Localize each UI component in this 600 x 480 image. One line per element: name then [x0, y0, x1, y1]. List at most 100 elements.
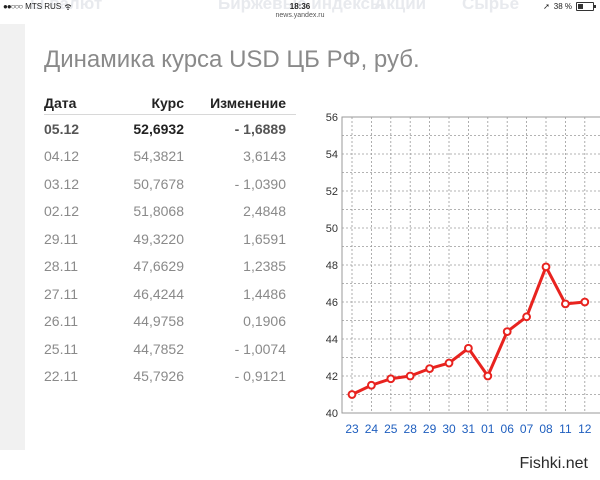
wifi-icon [64, 3, 72, 10]
watermark: Fishki.net [519, 455, 588, 472]
x-tick-label: 24 [365, 422, 379, 436]
x-tick-label: 29 [423, 422, 437, 436]
cell-change: - 1,0074 [234, 340, 286, 357]
column-header-rate: Курс [108, 92, 190, 115]
x-tick-label: 30 [442, 422, 456, 436]
column-header-change: Изменение [190, 92, 296, 115]
table-row: 26.11 44,9758 0,1906 [44, 308, 296, 336]
clock: 18:36 [289, 2, 311, 11]
ghost-tab-3: Акции [374, 0, 427, 13]
cell-date: 05.12 [44, 120, 80, 137]
y-tick-label: 46 [326, 297, 338, 309]
table-row: 05.12 52,6932 - 1,6889 [44, 115, 296, 143]
x-tick-label: 01 [481, 422, 495, 436]
cell-rate: 45,7926 [133, 368, 184, 385]
rates-table: Дата Курс Изменение 05.12 52,6932 - 1,6889… [44, 92, 296, 390]
y-tick-label: 54 [326, 149, 338, 161]
cell-date: 04.12 [44, 148, 80, 165]
cell-rate: 54,3821 [133, 148, 184, 165]
data-point [347, 390, 357, 399]
page-url[interactable]: news.yandex.ru [275, 12, 325, 19]
cell-date: 26.11 [44, 313, 78, 330]
x-tick-label: 06 [501, 422, 515, 436]
y-tick-label: 48 [326, 260, 338, 272]
cell-date: 29.11 [44, 230, 78, 247]
cell-rate: 50,7678 [133, 175, 184, 192]
x-tick-label: 08 [539, 422, 553, 436]
cell-change: 0,1906 [243, 313, 286, 330]
table-body: 05.12 52,6932 - 1,6889 04.12 54,3821 3,6143 03… [44, 115, 296, 391]
data-point [444, 358, 454, 368]
ghost-tab-1: ы валют [30, 0, 103, 13]
background-tabs: ы валют Биржевые индексы Акции Сырье [0, 0, 600, 24]
data-point [502, 327, 512, 337]
data-point [464, 343, 473, 353]
x-tick-label: 31 [462, 422, 476, 436]
cell-rate: 47,6629 [133, 258, 184, 275]
battery-info: ➚ 38 % [543, 2, 596, 11]
cell-date: 25.11 [44, 340, 78, 357]
cell-date: 02.12 [44, 203, 80, 220]
cell-change: - 1,6889 [234, 120, 286, 137]
x-tick-label: 11 [559, 422, 572, 436]
x-tick-label: 07 [520, 422, 534, 436]
cell-rate: 46,4244 [133, 285, 184, 302]
x-tick-label: 28 [404, 422, 418, 436]
table-row: 03.12 50,7678 - 1,0390 [44, 170, 296, 198]
cell-date: 27.11 [44, 285, 78, 302]
table-header-row: Дата Курс Изменение [44, 92, 296, 115]
table-row: 22.11 45,7926 - 0,9121 [44, 363, 296, 391]
cell-date: 28.11 [44, 258, 78, 275]
x-tick-label: 23 [345, 422, 359, 436]
cell-change: - 0,9121 [234, 368, 286, 385]
cell-change: 1,4486 [243, 285, 286, 302]
data-point [425, 364, 435, 374]
footer-bar [0, 450, 600, 480]
table-row: 28.11 47,6629 1,2385 [44, 253, 296, 281]
data-point [561, 299, 570, 309]
page-title: Динамика курса USD ЦБ РФ, руб. [44, 46, 420, 73]
table-row: 25.11 44,7852 - 1,0074 [44, 335, 296, 363]
cell-date: 03.12 [44, 175, 80, 192]
cell-change: - 1,0390 [234, 175, 286, 192]
cell-rate: 51,8068 [133, 203, 184, 220]
y-tick-label: 56 [326, 112, 338, 124]
battery-icon [576, 2, 596, 11]
carrier-info: ●●○○○ MTS RUS [3, 2, 72, 11]
battery-percent: 38 % [553, 2, 572, 11]
side-panel-edge [0, 24, 25, 460]
table-row: 02.12 51,8068 2,4848 [44, 198, 296, 226]
ghost-tab-2: Биржевые индексы [218, 0, 385, 13]
status-bar: ы валют Биржевые индексы Акции Сырье ●●○… [0, 0, 600, 24]
data-point [367, 380, 376, 390]
cell-change: 3,6143 [243, 148, 286, 165]
ghost-tab-4: Сырье [462, 0, 520, 13]
cell-rate: 52,6932 [133, 120, 184, 137]
cell-rate: 49,3220 [133, 230, 184, 247]
table-row: 04.12 54,3821 3,6143 [44, 143, 296, 171]
y-tick-label: 40 [326, 408, 338, 420]
table-row: 27.11 46,4244 1,4486 [44, 280, 296, 308]
x-tick-label: 25 [384, 422, 398, 436]
cell-change: 2,4848 [243, 203, 286, 220]
signal-icon: ●●○○○ [3, 2, 23, 11]
x-tick-label: 12 [578, 422, 592, 436]
column-header-date: Дата [44, 92, 108, 115]
data-point [541, 262, 551, 272]
usd-rate-chart: 40 42 44 46 48 50 52 54 56 23 24 25 28 29 30 31 01 06 07 08… [326, 112, 600, 436]
y-tick-label: 42 [326, 371, 338, 383]
data-point [386, 374, 396, 384]
data-point [405, 371, 415, 381]
y-tick-label: 44 [326, 334, 338, 346]
y-tick-label: 52 [326, 186, 338, 198]
cell-change: 1,6591 [243, 230, 286, 247]
cell-date: 22.11 [44, 368, 78, 385]
cell-change: 1,2385 [243, 258, 286, 275]
table-row: 29.11 49,3220 1,6591 [44, 225, 296, 253]
y-tick-label: 50 [326, 223, 338, 235]
cell-rate: 44,9758 [133, 313, 184, 330]
cell-rate: 44,7852 [133, 340, 184, 357]
data-point [580, 297, 590, 307]
location-arrow-icon: ➚ [543, 2, 550, 11]
carrier-name: MTS RUS [25, 2, 62, 11]
